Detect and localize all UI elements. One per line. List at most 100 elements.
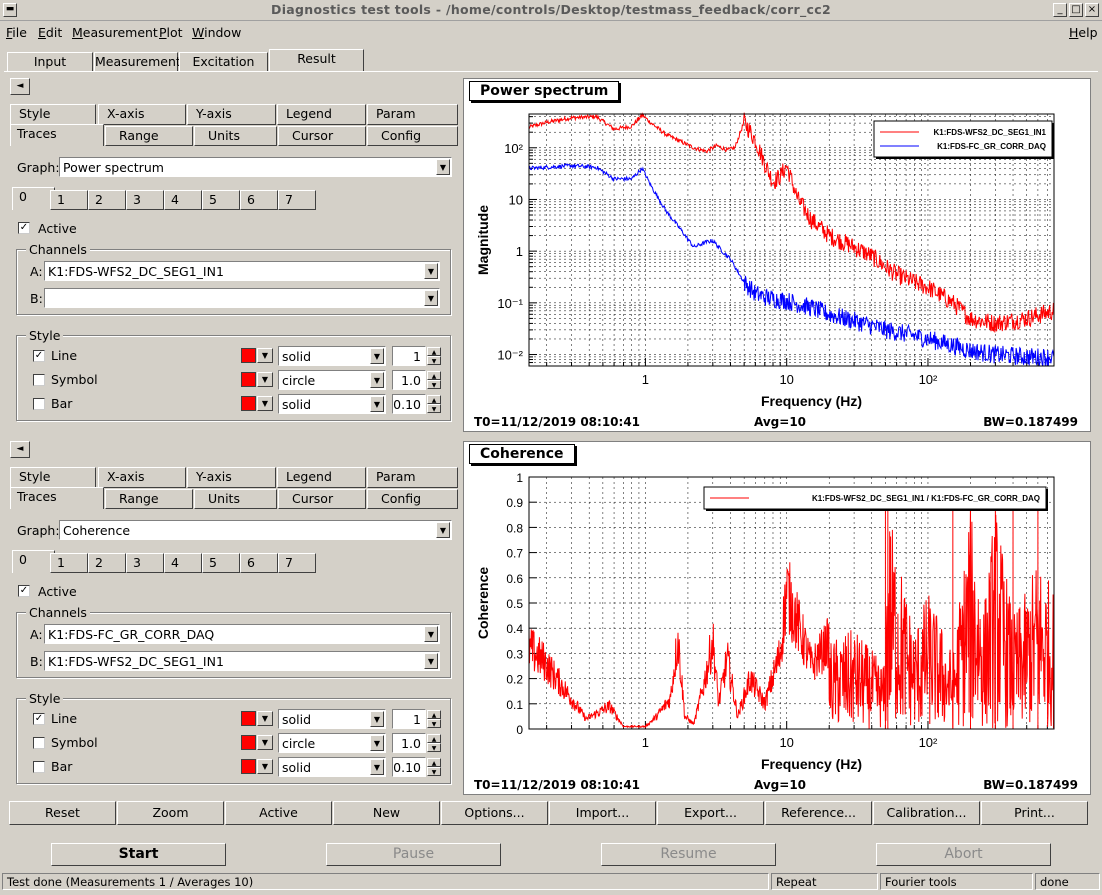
spin-down-icon[interactable]: ▼ (427, 719, 441, 728)
symbol-size-spinner-arrows[interactable]: ▲ ▼ (427, 371, 441, 389)
subtab-legend[interactable]: Legend (277, 467, 366, 488)
spin-down-icon[interactable]: ▼ (427, 767, 441, 776)
reference-button[interactable]: Reference... (765, 801, 872, 825)
symbol-size-spinner[interactable]: 1.0 (392, 733, 426, 753)
spin-down-icon[interactable]: ▼ (427, 356, 441, 365)
chevron-down-icon[interactable]: ▼ (370, 735, 384, 751)
abort-button[interactable]: Abort (876, 843, 1051, 866)
subtab-param[interactable]: Param (367, 104, 458, 125)
bar-size-spinner[interactable]: 0.10 (392, 757, 426, 777)
trace-tab-3[interactable]: 3 (126, 190, 164, 210)
subtab-cursor[interactable]: Cursor (278, 489, 366, 509)
chevron-down-icon[interactable]: ▼ (436, 159, 450, 175)
trace-tab-6[interactable]: 6 (240, 553, 278, 573)
trace-tab-2[interactable]: 2 (88, 553, 126, 573)
active-checkbox[interactable]: ✓ (18, 585, 30, 597)
power-spectrum-chart[interactable]: 1 10 10² 10⁻² 10⁻¹ 1 10 10² Frequency (Hz) Magnit… (464, 79, 1090, 431)
trace-tab-0[interactable]: 0 (12, 550, 55, 573)
chevron-down-icon[interactable]: ▼ (424, 290, 438, 306)
trace-tab-4[interactable]: 4 (164, 553, 202, 573)
line-size-spinner-arrows[interactable]: ▲ ▼ (427, 347, 441, 365)
trace-tab-1[interactable]: 1 (50, 190, 88, 210)
subtab-units[interactable]: Units (194, 489, 277, 509)
spin-up-icon[interactable]: ▲ (427, 395, 441, 404)
chevron-down-icon[interactable]: ▼ (370, 396, 384, 412)
chevron-down-icon[interactable]: ▼ (257, 372, 273, 387)
bar-color-swatch[interactable] (241, 396, 256, 411)
trace-tab-5[interactable]: 5 (202, 553, 240, 573)
bar-color-swatch[interactable] (241, 759, 256, 774)
menu-measurement[interactable]: Measurement (72, 25, 158, 40)
coherence-chart[interactable]: 1 10 10² 0 0.1 0.2 0.3 0.4 0.5 0.6 0.7 0.8 0.9 1 Frequ… (464, 442, 1090, 794)
chevron-down-icon[interactable]: ▼ (257, 759, 273, 774)
line-color-swatch[interactable] (241, 711, 256, 726)
symbol-style-select[interactable]: circle ▼ (278, 370, 386, 390)
chevron-down-icon[interactable]: ▼ (370, 372, 384, 388)
menu-edit[interactable]: Edit (38, 25, 63, 40)
trace-tab-5[interactable]: 5 (202, 190, 240, 210)
minimize-button[interactable]: _ (1053, 3, 1067, 17)
tab-excitation[interactable]: Excitation (179, 52, 268, 72)
chevron-down-icon[interactable]: ▼ (257, 735, 273, 750)
spin-up-icon[interactable]: ▲ (427, 347, 441, 356)
import-button[interactable]: Import... (549, 801, 656, 825)
line-checkbox[interactable]: ✓ (33, 350, 45, 362)
spin-up-icon[interactable]: ▲ (427, 734, 441, 743)
line-style-select[interactable]: solid ▼ (278, 346, 386, 366)
subtab-range[interactable]: Range (105, 489, 193, 509)
trace-tab-0[interactable]: 0 (12, 187, 55, 210)
options-button[interactable]: Options... (441, 801, 548, 825)
chevron-down-icon[interactable]: ▼ (257, 348, 273, 363)
tab-result[interactable]: Result (269, 49, 364, 72)
reset-button[interactable]: Reset (9, 801, 116, 825)
subtab-cursor[interactable]: Cursor (278, 126, 366, 146)
symbol-size-spinner[interactable]: 1.0 (392, 370, 426, 390)
menu-window[interactable]: Window (192, 25, 242, 40)
trace-tab-6[interactable]: 6 (240, 190, 278, 210)
subtab-style[interactable]: Style (10, 467, 96, 488)
graph-select[interactable]: Coherence ▼ (59, 520, 452, 540)
maximize-button[interactable]: □ (1069, 3, 1083, 17)
channel-b-select[interactable]: K1:FDS-WFS2_DC_SEG1_IN1 ▼ (44, 651, 440, 671)
symbol-checkbox[interactable] (33, 737, 45, 749)
chevron-down-icon[interactable]: ▼ (257, 396, 273, 411)
bar-style-select[interactable]: solid ▼ (278, 394, 386, 414)
bar-size-spinner-arrows[interactable]: ▲ ▼ (427, 395, 441, 413)
calibration-button[interactable]: Calibration... (873, 801, 980, 825)
tab-measurement[interactable]: Measurement (94, 52, 181, 72)
trace-tab-4[interactable]: 4 (164, 190, 202, 210)
symbol-size-spinner-arrows[interactable]: ▲ ▼ (427, 734, 441, 752)
tab-input[interactable]: Input (7, 52, 93, 72)
collapse-button[interactable]: ◄ (10, 78, 30, 95)
start-button[interactable]: Start (51, 843, 226, 866)
trace-tab-3[interactable]: 3 (126, 553, 164, 573)
subtab-y-axis[interactable]: Y-axis (187, 467, 276, 488)
line-size-spinner-arrows[interactable]: ▲ ▼ (427, 710, 441, 728)
export-button[interactable]: Export... (657, 801, 764, 825)
subtab-traces[interactable]: Traces (10, 487, 104, 509)
spin-up-icon[interactable]: ▲ (427, 371, 441, 380)
subtab-param[interactable]: Param (367, 467, 458, 488)
chevron-down-icon[interactable]: ▼ (424, 653, 438, 669)
subtab-units[interactable]: Units (194, 126, 277, 146)
subtab-x-axis[interactable]: X-axis (98, 104, 186, 125)
symbol-color-swatch[interactable] (241, 735, 256, 750)
window-menu-icon[interactable]: ▬ (3, 3, 17, 17)
coherence-plot[interactable]: Coherence 1 10 10² 0 0.1 0.2 0.3 0.4 0.5 0.6 0.7 0.… (463, 441, 1091, 795)
new-button[interactable]: New (333, 801, 440, 825)
bar-size-spinner[interactable]: 0.10 (392, 394, 426, 414)
print-button[interactable]: Print... (981, 801, 1088, 825)
channel-b-select[interactable]: ▼ (44, 288, 440, 308)
spin-down-icon[interactable]: ▼ (427, 743, 441, 752)
menu-plot[interactable]: Plot (159, 25, 183, 40)
trace-tab-7[interactable]: 7 (278, 190, 316, 210)
chevron-down-icon[interactable]: ▼ (370, 711, 384, 727)
line-size-spinner[interactable]: 1 (392, 346, 426, 366)
subtab-legend[interactable]: Legend (277, 104, 366, 125)
symbol-style-select[interactable]: circle ▼ (278, 733, 386, 753)
channel-a-select[interactable]: K1:FDS-WFS2_DC_SEG1_IN1 ▼ (44, 261, 440, 281)
zoom-button[interactable]: Zoom (117, 801, 224, 825)
menu-help[interactable]: Help (1069, 25, 1098, 40)
resume-button[interactable]: Resume (601, 843, 776, 866)
bar-style-select[interactable]: solid ▼ (278, 757, 386, 777)
